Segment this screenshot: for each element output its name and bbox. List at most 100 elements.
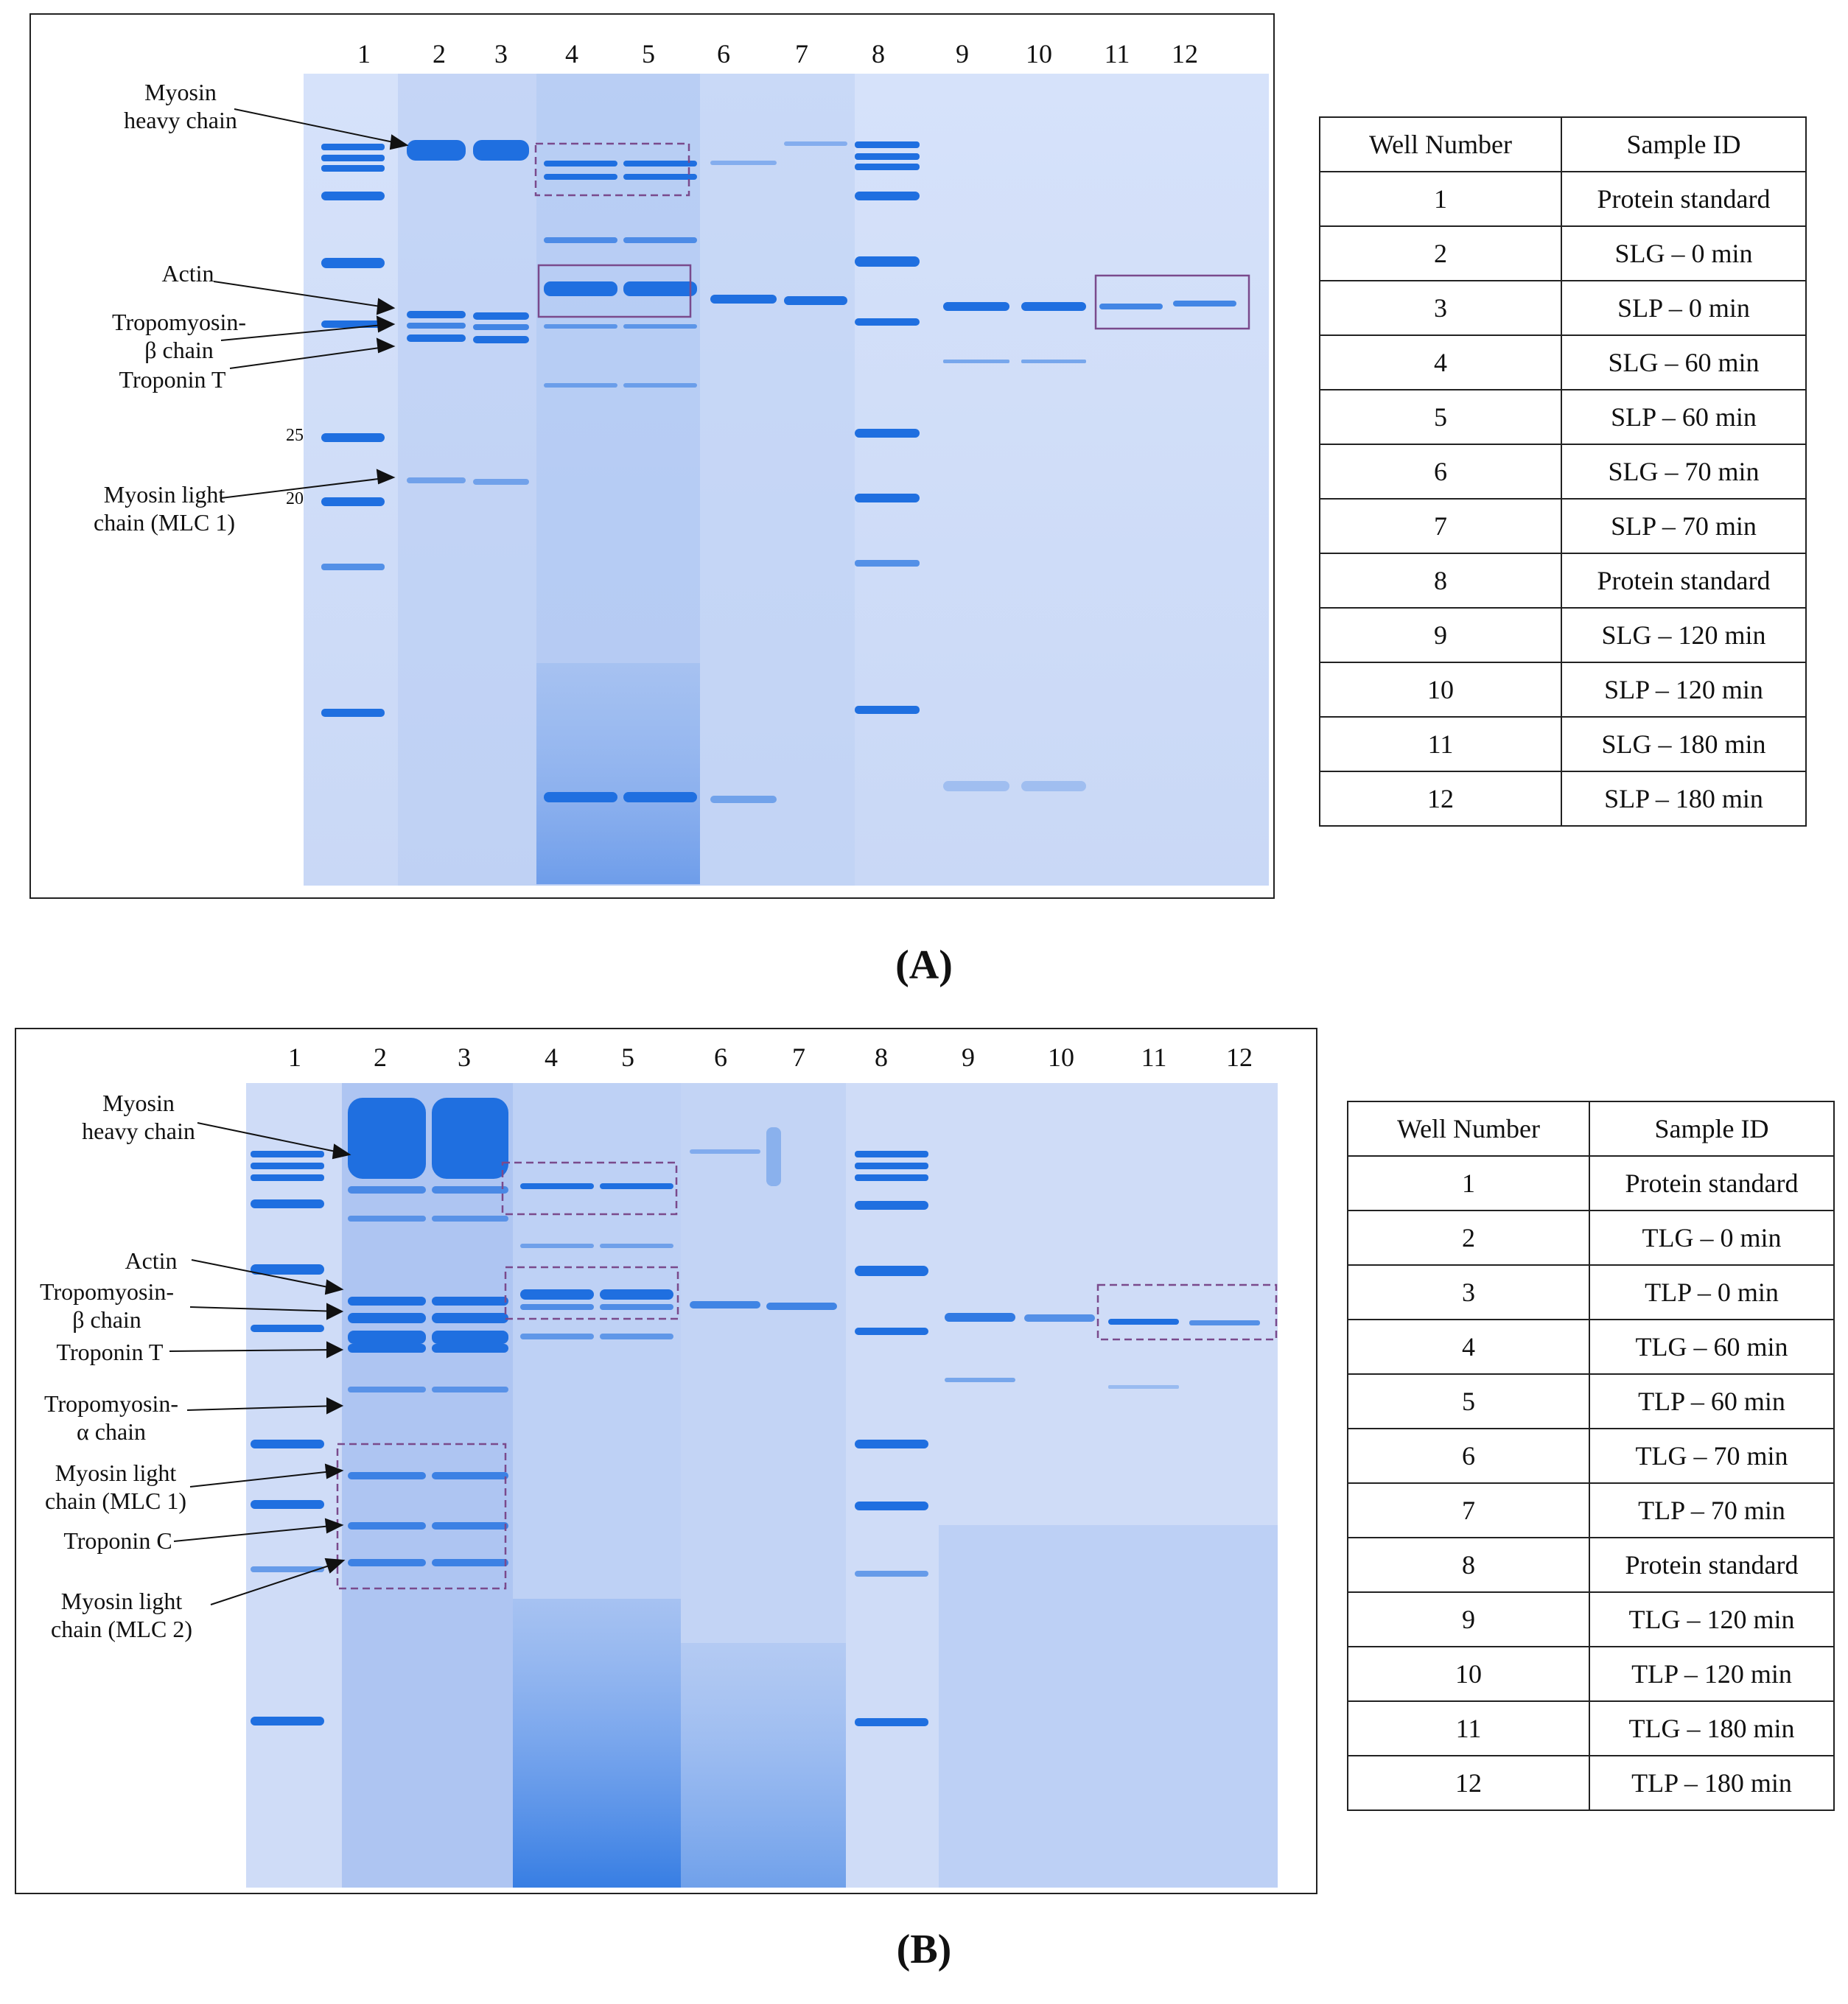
lane-number: 4 [545,1043,558,1072]
table-row: 12 SLP – 180 min [1319,771,1807,827]
sample-cell: SLG – 0 min [1561,225,1807,281]
label-actin: Actin [125,1247,178,1274]
well-cell: 6 [1347,1428,1590,1484]
sample-cell: Protein standard [1561,553,1807,609]
well-cell: 9 [1319,607,1562,663]
table-row: 6 SLG – 70 min [1319,444,1807,500]
table-header-row: Well Number Sample ID [1347,1101,1835,1157]
label-myosin-light-chain-2: Myosin light chain (MLC 2) [51,1588,192,1642]
well-cell: 8 [1319,553,1562,609]
sample-cell: TLG – 120 min [1589,1591,1835,1647]
well-cell: 5 [1319,389,1562,445]
table-row: 8 Protein standard [1319,553,1807,609]
well-cell: 1 [1347,1155,1590,1211]
label-troponin-t: Troponin T [56,1339,164,1365]
sample-cell: SLP – 180 min [1561,771,1807,827]
header-well-number: Well Number [1319,116,1562,172]
well-cell: 10 [1347,1646,1590,1702]
well-cell: 11 [1347,1700,1590,1756]
well-cell: 8 [1347,1537,1590,1593]
lane-number: 11 [1141,1043,1167,1072]
lane-number: 7 [795,39,808,69]
sample-cell: TLP – 70 min [1589,1482,1835,1538]
lane-number: 9 [956,39,969,69]
label-myosin-heavy-chain: Myosin heavy chain [82,1090,195,1144]
table-row: 9 SLG – 120 min [1319,607,1807,663]
well-cell: 9 [1347,1591,1590,1647]
table-row: 3 TLP – 0 min [1347,1264,1835,1320]
table-row: 5 TLP – 60 min [1347,1373,1835,1429]
lane-number: 5 [621,1043,634,1072]
sample-cell: TLP – 180 min [1589,1755,1835,1811]
sample-cell: SLG – 120 min [1561,607,1807,663]
well-cell: 2 [1347,1210,1590,1266]
sample-cell: TLP – 60 min [1589,1373,1835,1429]
mw-marker-20: 20 [286,489,304,508]
table-row: 10 TLP – 120 min [1347,1646,1835,1702]
panel-a-label: (A) [895,942,953,988]
well-cell: 6 [1319,444,1562,500]
label-myosin-heavy-chain: Myosin heavy chain [124,79,237,133]
lane-number: 10 [1048,1043,1074,1072]
lane-number: 8 [875,1043,888,1072]
table-row: 1 Protein standard [1347,1155,1835,1211]
sample-cell: Protein standard [1561,171,1807,227]
sample-cell: SLP – 0 min [1561,280,1807,336]
header-sample-id: Sample ID [1589,1101,1835,1157]
lane-number: 12 [1172,39,1198,69]
well-cell: 12 [1347,1755,1590,1811]
mw-marker-25: 25 [286,426,304,445]
table-row: 5 SLP – 60 min [1319,389,1807,445]
header-sample-id: Sample ID [1561,116,1807,172]
lane-number: 9 [962,1043,975,1072]
well-cell: 11 [1319,716,1562,772]
label-troponin-c: Troponin C [63,1527,172,1554]
panel-a-gel-image [304,74,1269,886]
panel-b-gel-image [246,1083,1278,1888]
panel-b-label: (B) [896,1927,952,1972]
table-row: 4 SLG – 60 min [1319,334,1807,390]
lane-number: 12 [1226,1043,1253,1072]
sample-cell: Protein standard [1589,1537,1835,1593]
well-cell: 4 [1319,334,1562,390]
table-row: 10 SLP – 120 min [1319,662,1807,718]
lane-number: 2 [433,39,446,69]
label-myosin-light-chain-1: Myosin light chain (MLC 1) [45,1460,186,1514]
sample-cell: TLG – 60 min [1589,1319,1835,1375]
table-row: 1 Protein standard [1319,171,1807,227]
table-row: 6 TLG – 70 min [1347,1428,1835,1484]
lane-number: 8 [872,39,885,69]
well-cell: 3 [1347,1264,1590,1320]
lane-number: 11 [1104,39,1130,69]
well-cell: 4 [1347,1319,1590,1375]
label-myosin-light-chain-1: Myosin light chain (MLC 1) [94,481,235,536]
well-cell: 5 [1347,1373,1590,1429]
label-actin: Actin [161,260,214,287]
table-row: 2 SLG – 0 min [1319,225,1807,281]
well-cell: 12 [1319,771,1562,827]
panel-b-annotation-boxes [169,1122,1278,1605]
lane-number: 10 [1026,39,1052,69]
well-cell: 7 [1319,498,1562,554]
sample-cell: SLG – 70 min [1561,444,1807,500]
sample-cell: SLP – 70 min [1561,498,1807,554]
sample-cell: TLP – 120 min [1589,1646,1835,1702]
panel-a-annotation-boxes [213,108,1250,499]
lane-number: 3 [458,1043,471,1072]
sample-cell: SLP – 60 min [1561,389,1807,445]
well-cell: 3 [1319,280,1562,336]
lane-number: 6 [717,39,730,69]
sample-cell: SLG – 180 min [1561,716,1807,772]
lane-number: 1 [357,39,371,69]
lane-number: 1 [288,1043,301,1072]
table-row: 4 TLG – 60 min [1347,1319,1835,1375]
lane-number: 7 [792,1043,805,1072]
table-row: 11 SLG – 180 min [1319,716,1807,772]
table-row: 7 SLP – 70 min [1319,498,1807,554]
lane-number: 2 [374,1043,387,1072]
well-cell: 7 [1347,1482,1590,1538]
table-row: 8 Protein standard [1347,1537,1835,1593]
well-cell: 10 [1319,662,1562,718]
label-tropomyosin-beta-chain: Tropomyosin- β chain [40,1278,174,1333]
sample-cell: TLP – 0 min [1589,1264,1835,1320]
